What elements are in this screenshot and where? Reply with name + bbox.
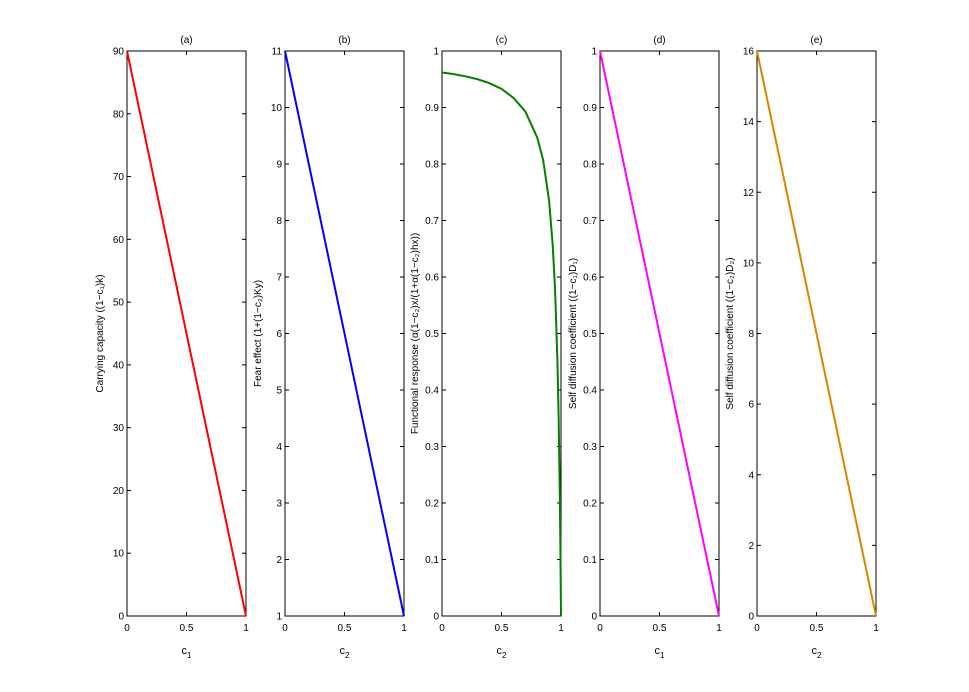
panel-title: (d): [653, 35, 665, 46]
panel-d: (d) 0 0.1 0.2 0.3 0.4 0.5 0.6 0.7 0.8 0.9 1 0 0.5 1 c1 S…: [568, 35, 722, 660]
y-tick-label: 0.2: [425, 499, 439, 510]
panel-e: (e) 0 2 4 6 8 10 12 14 16 0 0.5 1 c2 Self diffusion co…: [725, 35, 879, 660]
y-tick-label: 50: [113, 298, 125, 309]
y-tick-label: 90: [113, 47, 125, 58]
y-tick-label: 0.1: [425, 555, 439, 566]
x-axis-label: c2: [812, 645, 823, 660]
y-tick-label: 0.5: [583, 329, 597, 340]
y-tick-label: 0.9: [425, 103, 439, 114]
panel-title: (e): [810, 35, 822, 46]
y-tick-label: 0.6: [425, 273, 439, 284]
y-tick-label: 60: [113, 235, 125, 246]
y-tick-label: 2: [276, 555, 282, 566]
y-axis-label: Self diffusion coefficient ((1−c₁)D₁): [568, 258, 579, 409]
x-tick-label: 0: [597, 623, 603, 634]
x-tick-label: 0: [439, 623, 445, 634]
y-tick-label: 2: [748, 541, 754, 552]
x-tick-label: 0.5: [180, 623, 194, 634]
y-tick-label: 0.3: [425, 442, 439, 453]
y-tick-label: 0.5: [425, 329, 439, 340]
y-tick-label: 0.7: [583, 216, 597, 227]
series-line: [441, 71, 562, 617]
x-axis-label: c2: [340, 645, 351, 660]
y-tick-label: 40: [113, 360, 125, 371]
series-line: [599, 50, 720, 617]
x-tick-label: 0.5: [653, 623, 667, 634]
y-tick-label: 0.8: [583, 160, 597, 171]
x-axis-label: c1: [655, 645, 666, 660]
y-axis-label: Carrying capacity ((1−c₁)k): [95, 274, 106, 392]
y-tick-label: 1: [433, 47, 439, 58]
y-tick-label: 0.1: [583, 555, 597, 566]
y-axis-label: Self diffusion coefficient ((1−c₂)D₂): [725, 257, 736, 409]
series-line: [756, 50, 877, 617]
y-tick-label: 8: [748, 329, 754, 340]
y-tick-label: 30: [113, 423, 125, 434]
y-tick-label: 10: [113, 549, 125, 560]
y-tick-label: 80: [113, 109, 125, 120]
axes-box: [441, 50, 562, 617]
panel-title: (b): [338, 35, 350, 46]
y-tick-label: 0.3: [583, 442, 597, 453]
panel-b: (b) 1 2 3 4 5 6 7 8 9 10 11 0 0.5 1 c2 Fear effect (1+(1…: [253, 35, 407, 660]
y-tick-label: 5: [276, 386, 282, 397]
y-tick-label: 10: [743, 258, 755, 269]
y-tick-label: 0.7: [425, 216, 439, 227]
y-tick-label: 4: [276, 442, 282, 453]
y-tick-label: 1: [276, 612, 282, 623]
x-tick-label: 0.5: [810, 623, 824, 634]
x-tick-label: 0.5: [338, 623, 352, 634]
panel-a: (a) 0 10 20 30 40 50 60 70 80 90 0 0.5 1 c1 Carrying ca…: [95, 35, 249, 660]
y-tick-label: 9: [276, 160, 282, 171]
y-tick-label: 11: [272, 47, 283, 58]
x-tick-label: 1: [401, 623, 407, 634]
y-tick-label: 0.8: [425, 160, 439, 171]
y-tick-label: 3: [276, 499, 282, 510]
y-tick-label: 10: [271, 103, 283, 114]
y-tick-label: 0.2: [583, 499, 597, 510]
x-tick-label: 1: [873, 623, 879, 634]
y-tick-label: 6: [276, 329, 282, 340]
x-axis-label: c2: [497, 645, 508, 660]
x-tick-label: 0.5: [495, 623, 509, 634]
y-tick-label: 0.9: [583, 103, 597, 114]
x-tick-label: 1: [558, 623, 564, 634]
y-tick-label: 0.6: [583, 273, 597, 284]
y-tick-label: 0: [748, 612, 754, 623]
y-tick-label: 14: [743, 117, 755, 128]
y-axis-label: Fear effect (1+(1−c₂)Ky): [253, 280, 264, 387]
panel-title: (c): [496, 35, 508, 46]
x-tick-label: 0: [282, 623, 288, 634]
panel-title: (a): [180, 35, 192, 46]
x-tick-label: 1: [716, 623, 722, 634]
y-tick-label: 4: [748, 470, 754, 481]
x-axis-label: c1: [182, 645, 193, 660]
y-tick-label: 0.4: [583, 386, 597, 397]
y-tick-label: 8: [276, 216, 282, 227]
y-tick-label: 20: [113, 486, 125, 497]
series-line: [126, 50, 247, 617]
series-line: [284, 50, 405, 617]
y-tick-label: 1: [591, 47, 597, 58]
x-tick-label: 1: [243, 623, 249, 634]
y-tick-label: 0.4: [425, 386, 439, 397]
y-tick-label: 70: [113, 172, 125, 183]
y-tick-label: 16: [743, 47, 755, 58]
y-tick-label: 0: [118, 612, 124, 623]
y-axis-label: Functional response (α(1−c₂)x/(1+α(1−c₂)…: [410, 233, 421, 434]
y-tick-label: 0: [433, 612, 439, 623]
panel-c: (c) 0 0.1 0.2 0.3 0.4 0.5 0.6 0.7 0.8 0.9 1 0 0.5 1 c2 F…: [410, 35, 564, 660]
y-tick-label: 7: [276, 273, 282, 284]
x-tick-label: 0: [124, 623, 130, 634]
y-tick-label: 6: [748, 400, 754, 411]
x-tick-label: 0: [754, 623, 760, 634]
y-tick-label: 12: [743, 188, 755, 199]
y-tick-label: 0: [591, 612, 597, 623]
